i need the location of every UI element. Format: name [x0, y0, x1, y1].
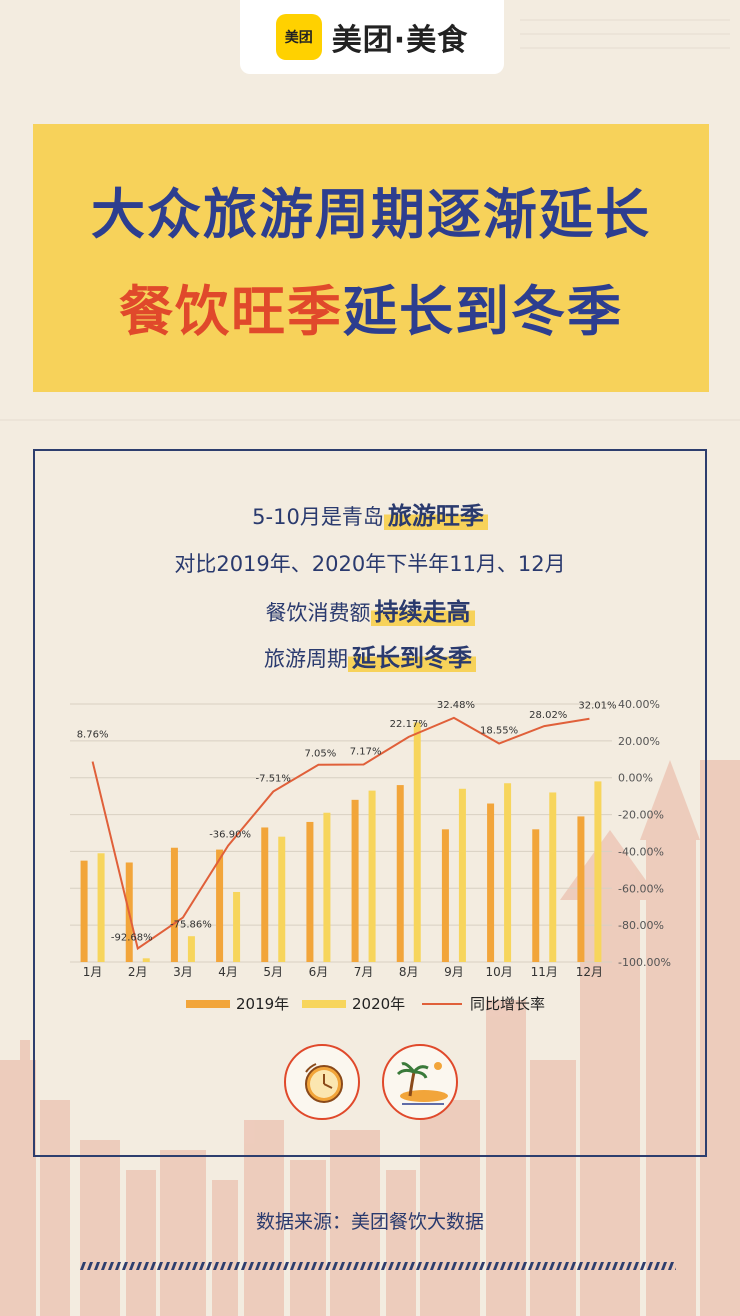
x-tick-label: 12月: [576, 965, 603, 979]
title-banner: 大众旅游周期逐渐延长 餐饮旺季延长到冬季: [33, 124, 709, 392]
growth-rate-line: [91, 716, 590, 951]
y-right-tick-label: 0.00%: [618, 772, 653, 785]
y-right-tick-label: -60.00%: [618, 882, 664, 895]
intro-line-2: 对比2019年、2020年下半年11月、12月: [0, 548, 740, 578]
bar-2019: [577, 816, 585, 962]
island-icon: [396, 1062, 448, 1105]
title-line-1: 大众旅游周期逐渐延长: [91, 183, 651, 246]
island-circle: [382, 1044, 458, 1120]
intro-line-1: 5-10月是青岛 旅游旺季: [0, 496, 740, 531]
x-tick-label: 10月: [485, 965, 512, 979]
x-tick-label: 3月: [173, 965, 193, 979]
bar-2019: [441, 829, 449, 962]
intro-line-4: 旅游周期 延长到冬季: [0, 638, 740, 673]
bar-2020: [278, 836, 286, 962]
bar-2020: [142, 958, 150, 962]
x-tick-label: 9月: [444, 965, 464, 979]
intro-line-3-text: 餐饮消费额: [265, 601, 371, 625]
bar-2019: [261, 827, 269, 962]
title-line-2: 餐饮旺季延长到冬季: [119, 267, 623, 346]
dashed-divider: [80, 1262, 676, 1270]
growth-data-label: 18.55%: [480, 726, 518, 737]
bar-2020: [458, 788, 466, 962]
legend-label-2020: 2020年: [352, 995, 405, 1013]
x-tick-label: 7月: [354, 965, 374, 979]
growth-data-label: 28.02%: [529, 710, 567, 721]
intro-line-3-highlight: 持续走高: [370, 598, 475, 626]
y-right-tick-label: 40.00%: [618, 698, 660, 711]
bar-2020: [187, 936, 195, 962]
growth-data-label: -7.51%: [256, 774, 291, 785]
growth-data-label: -92.68%: [111, 933, 153, 944]
brand-name: 美团·美食: [331, 23, 469, 58]
title-highlight-blue: 延长到冬季: [343, 280, 623, 343]
bar-2019: [216, 849, 224, 962]
title-highlight-red: 餐饮旺季: [119, 280, 343, 343]
growth-data-label: -36.90%: [209, 830, 251, 841]
x-tick-label: 11月: [531, 965, 558, 979]
y-right-tick-label: 20.00%: [618, 735, 660, 748]
bar-2020: [97, 853, 105, 962]
x-tick-label: 8月: [399, 965, 419, 979]
x-tick-label: 6月: [309, 965, 329, 979]
y-right-tick-label: -100.00%: [618, 956, 671, 969]
data-source: 数据来源：美团餐饮大数据: [255, 1211, 484, 1233]
x-tick-label: 1月: [83, 965, 103, 979]
intro-line-4-highlight: 延长到冬季: [348, 644, 476, 672]
intro-line-1-text: 5-10月是青岛: [252, 505, 384, 529]
bar-2019: [532, 829, 540, 962]
legend-swatch-2019: [186, 1000, 230, 1008]
growth-data-label: 22.17%: [390, 719, 428, 730]
y-right-tick-label: -20.00%: [618, 809, 664, 822]
chart-panel: [33, 449, 707, 1157]
brand-badge: 美团: [275, 14, 322, 60]
clock-circle: [284, 1044, 360, 1120]
bar-2020: [233, 891, 241, 962]
growth-data-label: 7.17%: [350, 747, 382, 758]
bar-2019: [351, 799, 359, 962]
intro-line-3: 餐饮消费额 持续走高: [0, 592, 740, 627]
bar-2020: [594, 781, 602, 962]
x-tick-label: 5月: [263, 965, 283, 979]
clock-icon: [305, 1063, 343, 1103]
growth-data-label: 32.01%: [578, 701, 616, 712]
x-tick-label: 2月: [128, 965, 148, 979]
growth-data-label: 32.48%: [437, 700, 475, 711]
bar-2019: [80, 860, 88, 962]
intro-line-2-text: 对比2019年、2020年下半年11月、12月: [174, 552, 566, 576]
bar-2020: [368, 790, 376, 962]
legend-label-2019: 2019年: [236, 995, 289, 1013]
growth-data-label: 7.05%: [305, 749, 337, 760]
y-right-tick-label: -80.00%: [618, 919, 664, 932]
growth-data-label: -75.86%: [170, 920, 212, 931]
bar-2020: [323, 812, 331, 962]
bar-2020: [549, 792, 557, 962]
brand-header: 美团 美团·美食: [240, 0, 504, 74]
bar-2020: [413, 722, 421, 962]
bar-2019: [487, 803, 495, 962]
bar-2019: [170, 847, 178, 962]
bar-2019: [396, 785, 404, 962]
bar-2019: [306, 821, 314, 962]
bar-2020: [504, 783, 512, 962]
y-right-tick-label: -40.00%: [618, 845, 664, 858]
legend-label-growth: 同比增长率: [470, 995, 545, 1013]
intro-line-4-text: 旅游周期: [264, 647, 348, 671]
intro-line-1-highlight: 旅游旺季: [383, 502, 488, 530]
legend-swatch-2020: [302, 1000, 346, 1008]
growth-data-label: 8.76%: [77, 730, 109, 741]
x-tick-label: 4月: [218, 965, 238, 979]
